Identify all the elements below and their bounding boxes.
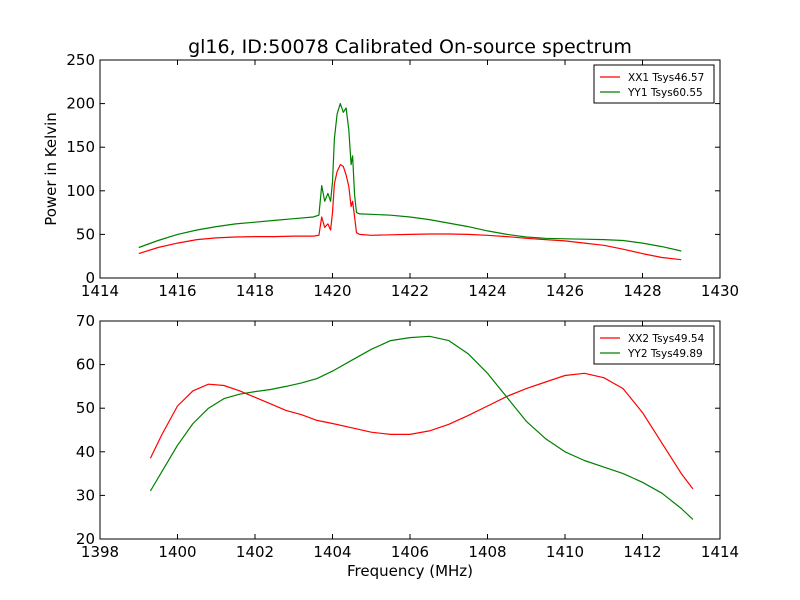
x-tick-label: 1414: [701, 543, 739, 561]
x-tick-label: 1416: [158, 282, 196, 300]
legend: XX2 Tsys49.54 YY2 Tsys49.89: [593, 325, 715, 365]
y-tick-label: 100: [66, 182, 95, 200]
legend-label: YY2 Tsys49.89: [627, 348, 703, 360]
x-tick-label: 1426: [546, 282, 584, 300]
legend-label: YY1 Tsys60.55: [627, 87, 703, 99]
x-axis-label: Frequency (MHz): [347, 562, 473, 580]
chart-title: gl16, ID:50078 Calibrated On-source spec…: [188, 36, 632, 58]
y-tick-label: 70: [76, 312, 95, 330]
x-tick-label: 1402: [236, 543, 274, 561]
y-tick-label: 50: [76, 225, 95, 243]
bottom-panel: 1398 1400 1402 1404 1406 1408 1410 1412 1414 20 30…: [76, 312, 739, 561]
top-panel: 1414 1416 1418 1420 1422 1424 1426 1428 1430 0 50 1…: [66, 51, 739, 300]
series-line-2: [138, 102, 682, 252]
y-tick-label: 40: [76, 443, 95, 461]
x-tick-label: 1406: [391, 543, 429, 561]
y-tick-label: 0: [85, 269, 95, 287]
y-tick-label: 20: [76, 530, 95, 548]
x-tick-label: 1418: [236, 282, 274, 300]
x-tick-label: 1422: [391, 282, 429, 300]
x-tick-label: 1412: [623, 543, 661, 561]
x-tick-label: 1400: [158, 543, 196, 561]
series-line-1: [149, 372, 694, 490]
x-tick-label: 1408: [468, 543, 506, 561]
x-tick-label: 1430: [701, 282, 739, 300]
x-tick-label: 1398: [81, 543, 119, 561]
legend: XX1 Tsys46.57 YY1 Tsys60.55: [593, 64, 715, 104]
y-axis-label: Power in Kelvin: [42, 112, 60, 226]
x-tick-label: 1410: [546, 543, 584, 561]
x-tick-label: 1424: [468, 282, 506, 300]
legend-label: XX2 Tsys49.54: [628, 333, 705, 345]
legend-box: [593, 64, 715, 104]
y-tick-label: 60: [76, 356, 95, 374]
series-line-2: [149, 335, 694, 520]
y-tick-label: 150: [66, 138, 95, 156]
x-tick-label: 1404: [313, 543, 351, 561]
y-tick-label: 50: [76, 399, 95, 417]
x-tick-label: 1414: [81, 282, 119, 300]
legend-box: [593, 325, 715, 365]
y-tick-label: 30: [76, 486, 95, 504]
series-line-1: [138, 164, 682, 261]
x-tick-label: 1420: [313, 282, 351, 300]
x-tick-label: 1428: [623, 282, 661, 300]
legend-label: XX1 Tsys46.57: [628, 72, 704, 84]
y-tick-label: 250: [66, 51, 95, 69]
y-tick-label: 200: [66, 95, 95, 113]
